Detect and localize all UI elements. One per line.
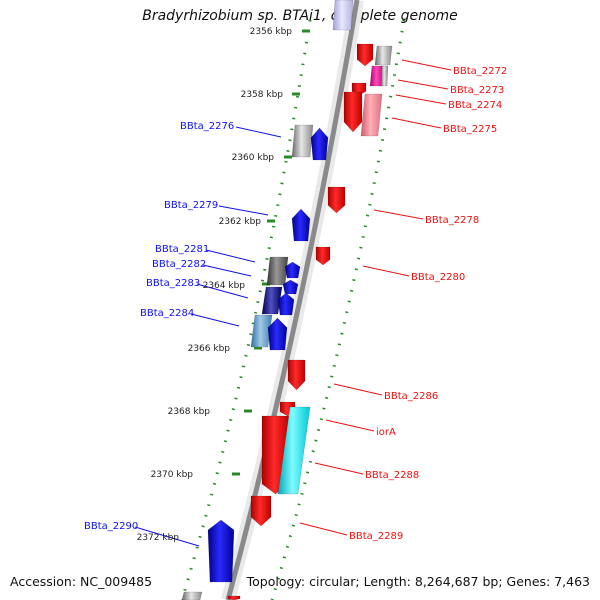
- tick-label: 2364 kbp: [203, 281, 246, 291]
- tick-label: 2368 kbp: [168, 407, 211, 417]
- leader-forward: [235, 126, 282, 138]
- feature-grey-2276: [291, 124, 314, 158]
- gene-label-forward: BBta_2279: [164, 200, 218, 211]
- gene-label-forward: BBta_2284: [140, 308, 194, 319]
- leader-forward: [218, 205, 269, 216]
- tick-label: 2356 kbp: [250, 27, 293, 37]
- gene-label-reverse: BBta_2278: [425, 215, 479, 226]
- genome-summary-text: Topology: circular; Length: 8,264,687 bp…: [246, 574, 590, 589]
- feature-bottom-red: [227, 595, 241, 600]
- label-leader-lines: [134, 59, 452, 547]
- gene-label-reverse: BBta_2280: [411, 272, 465, 283]
- gene-label-reverse: BBta_2288: [365, 470, 419, 481]
- accession-text: Accession: NC_009485: [10, 574, 153, 589]
- leader-forward: [196, 283, 249, 299]
- feature-bottom-grey: [181, 591, 203, 600]
- feature-cyan-2288: [277, 406, 311, 495]
- feature-reverse-2286: [287, 359, 306, 391]
- feature-forward-2282: [284, 261, 301, 279]
- feature-pink-2275b: [360, 93, 383, 137]
- gene-label-forward: BBta_2276: [180, 121, 234, 132]
- leader-reverse: [397, 79, 449, 90]
- map-title: Bradyrhizobium sp. BTAi1, complete genom…: [142, 8, 458, 24]
- gene-label-reverse: BBta_2286: [384, 391, 438, 402]
- leader-reverse: [395, 94, 447, 105]
- feature-reverse-2280: [315, 246, 331, 266]
- tick-label: 2358 kbp: [241, 90, 284, 100]
- coordinate-tick-labels: 2356 kbp 2358 kbp 2360 kbp 2362 kbp 2364 kbp…: [137, 27, 293, 543]
- gene-label-reverse: iorA: [376, 427, 396, 438]
- leader-reverse: [325, 419, 375, 432]
- feature-forward-2283b: [277, 292, 295, 316]
- feature-forward-2277: [310, 127, 329, 161]
- leader-reverse: [373, 209, 424, 220]
- leader-reverse: [333, 383, 383, 396]
- leader-forward: [190, 313, 240, 327]
- gene-features: [181, 0, 393, 600]
- leader-forward: [134, 526, 200, 547]
- feature-reverse-2278: [327, 186, 346, 214]
- genome-backbone: [221, 0, 364, 600]
- gene-label-reverse: BBta_2274: [448, 100, 502, 111]
- gene-label-reverse: BBta_2275: [443, 124, 497, 135]
- tick-label: 2360 kbp: [232, 153, 275, 163]
- leader-reverse: [391, 117, 442, 129]
- feature-reverse-2272: [356, 43, 374, 67]
- feature-reverse-2289: [250, 495, 272, 527]
- gene-labels: BBta_2276 BBta_2279 BBta_2281 BBta_2282 BBta…: [84, 66, 507, 542]
- feature-reverse-2275: [343, 91, 363, 133]
- leader-reverse: [299, 522, 348, 536]
- gene-label-reverse: BBta_2289: [349, 531, 403, 542]
- feature-steel-2284: [250, 314, 273, 348]
- tick-label: 2372 kbp: [137, 533, 180, 543]
- tick-label: 2370 kbp: [151, 470, 194, 480]
- feature-top-partial: [332, 0, 354, 31]
- feature-navy-2283: [261, 286, 283, 315]
- feature-forward-2282b: [282, 279, 299, 295]
- tick-label: 2362 kbp: [219, 217, 262, 227]
- gene-label-reverse: BBta_2273: [450, 85, 504, 96]
- feature-forward-2285: [267, 317, 288, 351]
- feature-grey-2273b: [380, 65, 389, 87]
- gene-label-reverse: BBta_2272: [453, 66, 507, 77]
- feature-forward-2279: [291, 208, 311, 242]
- leader-forward: [202, 264, 252, 277]
- leader-reverse: [314, 462, 364, 475]
- tick-label: 2366 kbp: [188, 344, 231, 354]
- gene-label-forward: BBta_2281: [155, 244, 209, 255]
- gene-label-forward: BBta_2290: [84, 521, 138, 532]
- gene-label-forward: BBta_2283: [146, 278, 200, 289]
- feature-grey-2272b: [374, 45, 393, 66]
- gene-label-forward: BBta_2282: [152, 259, 206, 270]
- leader-forward: [205, 249, 256, 263]
- backbone-line: [225, 0, 360, 600]
- feature-dark-2281: [266, 256, 289, 286]
- feature-forward-2290: [207, 519, 235, 583]
- leader-reverse: [362, 265, 410, 277]
- leader-reverse: [401, 59, 452, 71]
